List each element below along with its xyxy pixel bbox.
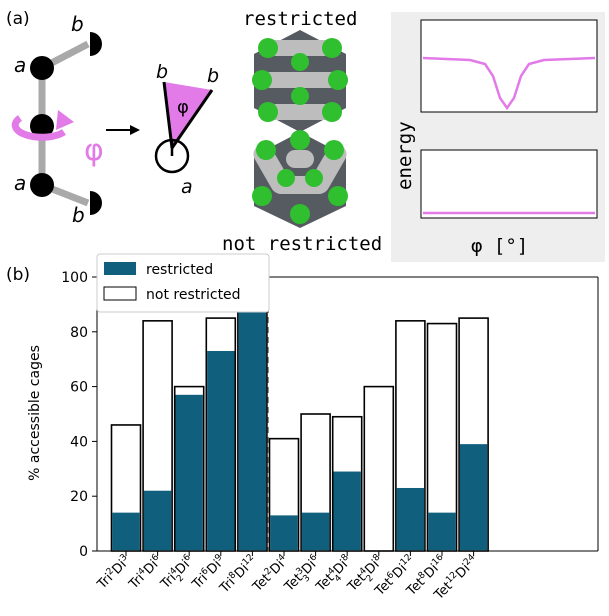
energy-plot-bottom-axes	[420, 149, 598, 219]
rotation-arrow-icon	[11, 115, 66, 141]
label-a-top: a	[14, 53, 26, 77]
bar-restricted-7	[333, 471, 361, 551]
atom-bottom	[30, 173, 54, 197]
label-phi-angle: φ	[177, 97, 189, 118]
cage-restricted-render	[252, 30, 348, 132]
atom-middle	[30, 114, 54, 138]
panel-a-label: (a)	[6, 9, 30, 29]
y-tick-label: 60	[70, 380, 88, 396]
x-tick-label: Tet44Di8	[312, 552, 358, 598]
cage-unrestricted-render	[252, 130, 348, 228]
legend-swatch-restricted	[104, 262, 136, 275]
bar-restricted-1	[143, 490, 172, 551]
cage-unrestricted-label: not restricted	[222, 233, 382, 255]
label-b-left: b	[156, 61, 168, 83]
x-tick-label: Tri4Di6	[125, 552, 166, 593]
energy-ylabel: energy	[394, 121, 416, 190]
label-a-bottom: a	[14, 171, 26, 195]
x-tick-label: Tet2Di4	[249, 552, 292, 595]
bar-restricted-5	[270, 515, 298, 551]
bar-restricted-0	[112, 512, 140, 551]
bar-restricted-6	[301, 512, 330, 551]
projection-arrow-icon	[106, 125, 140, 135]
atom-b-top	[90, 32, 102, 56]
y-tick-label: 100	[61, 270, 88, 286]
bar-restricted-9	[396, 487, 425, 551]
x-tick-label: Tri42Di6	[157, 552, 200, 595]
cage-restricted-label: restricted	[243, 8, 357, 30]
legend-label-restricted: restricted	[146, 262, 213, 278]
bar-restricted-2	[175, 394, 203, 551]
y-tick-label: 0	[79, 544, 88, 560]
label-b-top: b	[71, 12, 84, 36]
energy-plot-top-axes	[420, 19, 598, 113]
bar-not-restricted-8	[363, 385, 395, 552]
bar-plot-area: 020406080100Tri2Di3Tri4Di6Tri42Di6Tri6Di…	[61, 270, 599, 604]
legend-swatch-not-restricted	[103, 286, 137, 301]
bar-restricted-10	[428, 512, 456, 551]
legend-label-not-restricted: not restricted	[146, 287, 241, 303]
legend: restricted not restricted	[96, 253, 270, 313]
bar-restricted-3	[207, 350, 235, 551]
bar-restricted-4	[238, 309, 267, 551]
panel-b-label: (b)	[6, 265, 30, 285]
label-phi-rotation: φ	[84, 133, 104, 168]
label-b-bottom: b	[72, 203, 85, 227]
y-tick-label: 20	[70, 489, 88, 505]
label-a-projection: a	[181, 176, 193, 198]
y-tick-label: 80	[70, 325, 88, 341]
energy-xlabel: φ [°]	[471, 235, 528, 257]
y-axis-label: % accessible cages	[27, 345, 43, 481]
molecule-schematic: a b a b φ	[11, 12, 104, 227]
y-tick-label: 40	[70, 434, 88, 450]
x-tick-label: Tri2Di3	[93, 553, 133, 593]
atom-top	[30, 56, 54, 80]
bar-restricted-11	[459, 444, 488, 551]
energy-plot: energy φ [°]	[391, 12, 605, 262]
angle-projection: b b φ a	[154, 61, 219, 198]
label-b-right: b	[207, 65, 219, 87]
atom-b-bottom	[90, 191, 102, 215]
energy-curve-restricted	[422, 56, 596, 111]
